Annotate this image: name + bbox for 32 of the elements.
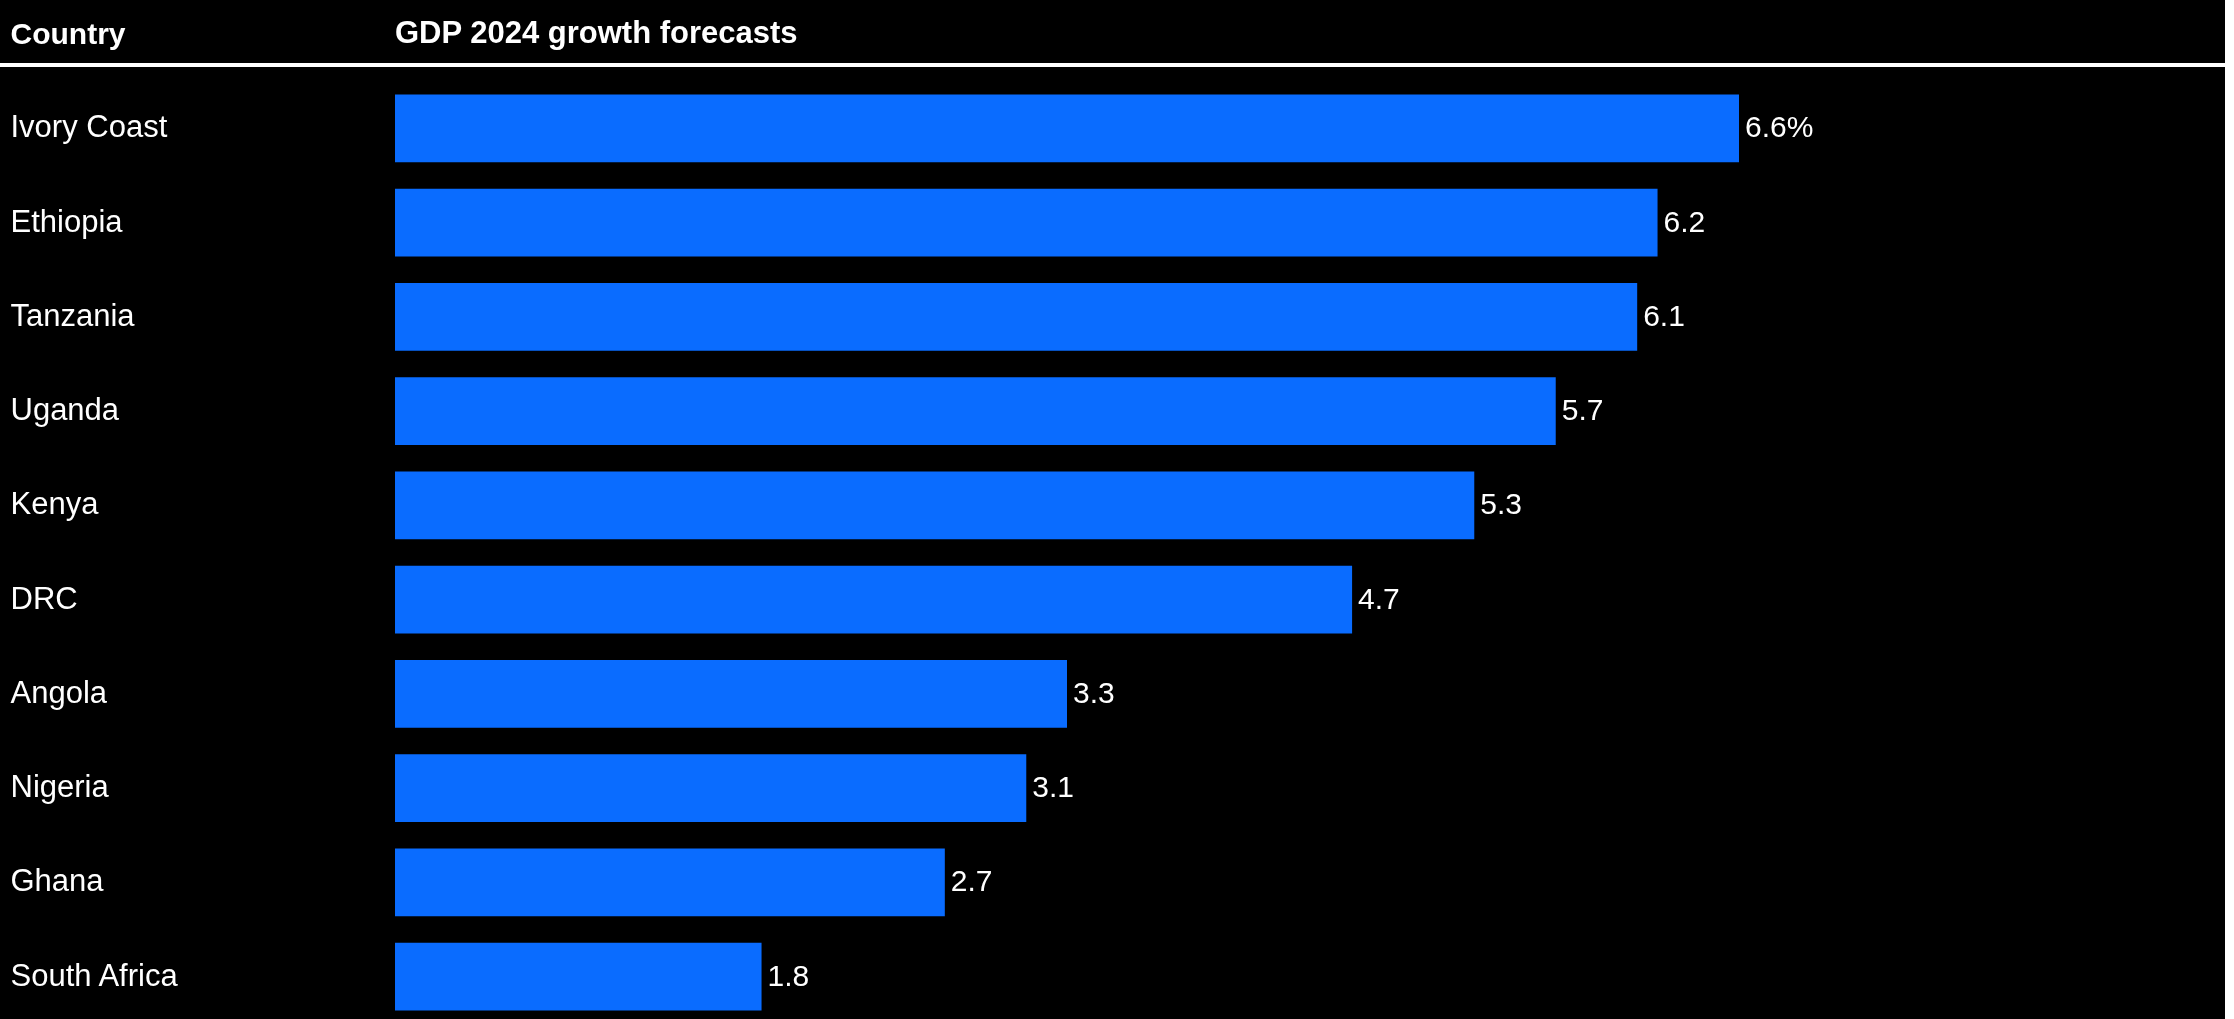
bar [395, 282, 1638, 351]
y-tick-label: Ivory Coast [10, 109, 168, 145]
bar [395, 188, 1658, 257]
bar [395, 659, 1067, 728]
data-label: 3.3 [1073, 675, 1115, 709]
y-tick-label: Nigeria [10, 769, 110, 805]
data-label: 5.7 [1561, 393, 1604, 427]
data-label: 6.1 [1643, 298, 1685, 332]
y-tick-label: Uganda [10, 392, 120, 428]
y-tick-label: Angola [10, 674, 108, 710]
bar [395, 754, 1027, 823]
data-label: 1.8 [767, 958, 810, 992]
bar [395, 471, 1475, 540]
data-label: 6.6% [1745, 110, 1814, 144]
y-tick-label: DRC [10, 580, 78, 616]
bar [395, 942, 762, 1011]
y-tick-label: Ghana [10, 863, 105, 899]
y-tick-label: South Africa [10, 957, 179, 993]
data-label: 6.2 [1663, 204, 1706, 238]
data-label: 3.1 [1032, 770, 1074, 804]
data-label: 5.3 [1480, 487, 1522, 521]
y-tick-label: Tanzania [10, 297, 136, 333]
data-label: 2.7 [950, 864, 993, 898]
bar [395, 848, 945, 917]
bar [395, 94, 1739, 163]
y-tick-label: Kenya [10, 486, 100, 522]
bar [395, 565, 1353, 634]
chart-title: GDP 2024 growth forecasts [395, 15, 798, 50]
y-tick-label: Ethiopia [10, 203, 124, 239]
bar [395, 377, 1556, 446]
y-axis-title: Country [10, 16, 126, 50]
data-label: 4.7 [1358, 581, 1400, 615]
